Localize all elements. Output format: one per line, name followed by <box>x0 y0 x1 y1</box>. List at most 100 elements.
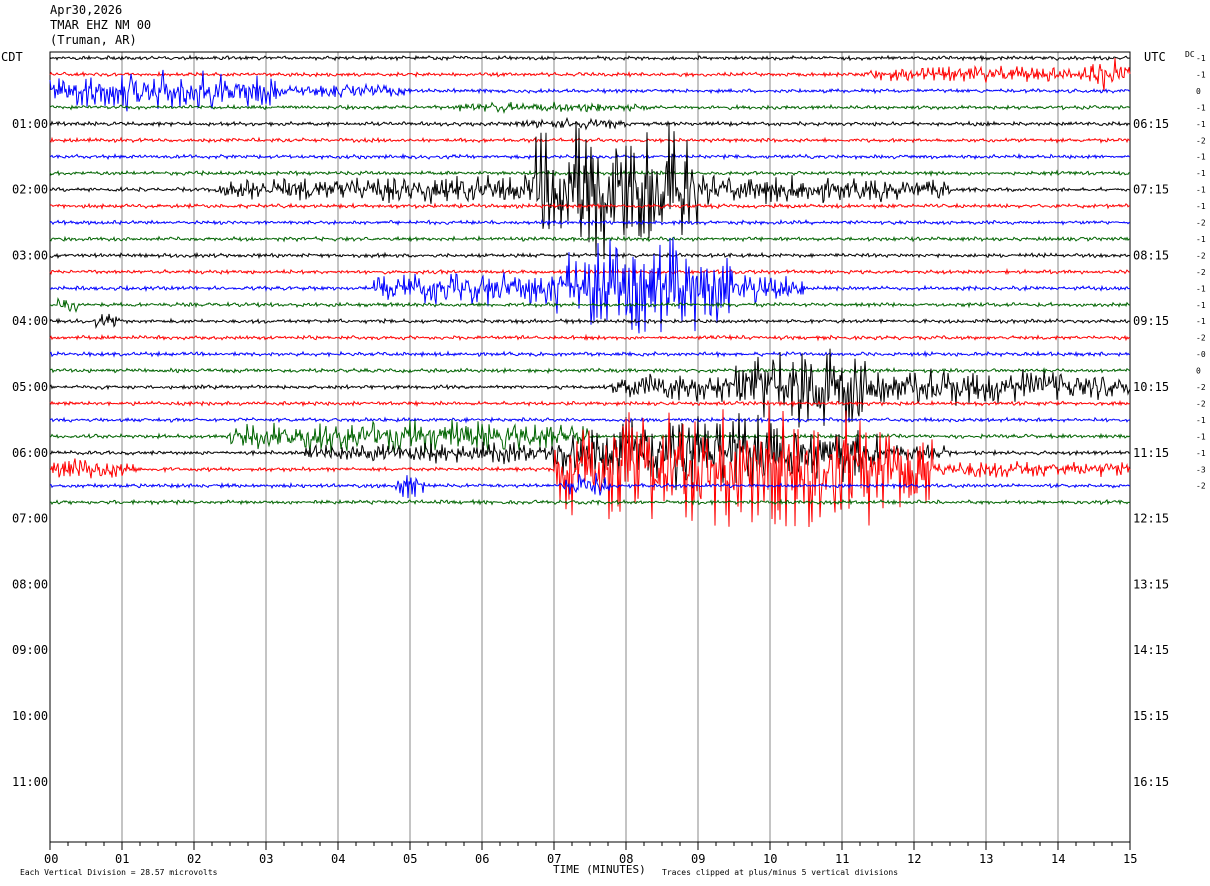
right-hour-label: 11:15 <box>1133 446 1169 460</box>
right-timezone-label: UTC <box>1144 50 1166 64</box>
dc-offset-label: -1 <box>1196 416 1206 425</box>
trace-row-18 <box>49 350 1131 359</box>
dc-offset-label: -1 <box>1196 169 1206 178</box>
footer-right-note: Traces clipped at plus/minus 5 vertical … <box>662 868 898 877</box>
dc-offset-label: -1 <box>1196 186 1206 195</box>
x-tick-label: 01 <box>115 852 129 866</box>
x-tick-label: 12 <box>907 852 921 866</box>
x-tick-label: 07 <box>547 852 561 866</box>
dc-offset-label: -2 <box>1196 219 1206 228</box>
x-tick-label: 09 <box>691 852 705 866</box>
footer-left-note: Each Vertical Division = 28.57 microvolt… <box>20 868 218 877</box>
dc-offset-label: -1 <box>1196 235 1206 244</box>
trace-row-10 <box>49 218 1131 227</box>
header-date: Apr30,2026 <box>50 3 123 17</box>
trace-row-3 <box>49 101 1131 114</box>
trace-row-22 <box>49 416 1131 424</box>
right-hour-label: 10:15 <box>1133 380 1169 394</box>
right-hour-label: 12:15 <box>1133 512 1169 526</box>
trace-row-8 <box>49 121 1131 260</box>
trace-row-17 <box>49 333 1131 342</box>
header-location: (Truman, AR) <box>50 33 137 47</box>
left-hour-label: 01:00 <box>12 117 48 131</box>
trace-row-13 <box>49 267 1131 276</box>
trace-row-14 <box>49 237 1131 334</box>
right-hour-label: 08:15 <box>1133 248 1169 262</box>
trace-row-25 <box>49 405 1131 528</box>
trace-row-11 <box>49 235 1131 243</box>
dc-offset-label: -3 <box>1196 465 1206 474</box>
left-hour-label: 06:00 <box>12 446 48 460</box>
x-tick-label: 14 <box>1051 852 1065 866</box>
trace-row-6 <box>49 152 1131 161</box>
dc-offset-label: -1 <box>1196 153 1206 162</box>
left-hour-label: 10:00 <box>12 709 48 723</box>
dc-offset-label: 0 <box>1196 367 1201 376</box>
x-tick-label: 10 <box>763 852 777 866</box>
dc-offset-label: -0 <box>1196 350 1206 359</box>
dc-offset-label: -2 <box>1196 383 1206 392</box>
dc-offset-label: -2 <box>1196 136 1206 145</box>
right-hour-label: 16:15 <box>1133 775 1169 789</box>
x-tick-label: 04 <box>331 852 345 866</box>
left-hour-label: 05:00 <box>12 380 48 394</box>
trace-row-5 <box>49 136 1131 144</box>
x-tick-label: 08 <box>619 852 633 866</box>
x-tick-label: 13 <box>979 852 993 866</box>
trace-row-0 <box>49 54 1131 62</box>
dc-offset-label: -1 <box>1196 202 1206 211</box>
x-axis-title: TIME (MINUTES) <box>553 863 646 876</box>
dc-offset-label: -2 <box>1196 334 1206 343</box>
dc-offset-label: -2 <box>1196 268 1206 277</box>
left-hour-label: 08:00 <box>12 577 48 591</box>
x-tick-label: 06 <box>475 852 489 866</box>
trace-row-21 <box>49 399 1131 408</box>
x-tick-label: 15 <box>1123 852 1137 866</box>
right-hour-label: 09:15 <box>1133 314 1169 328</box>
trace-row-19 <box>49 367 1131 375</box>
left-hour-label: 11:00 <box>12 775 48 789</box>
trace-row-26 <box>50 472 1131 499</box>
trace-row-16 <box>49 313 1131 330</box>
dc-offset-label: -1 <box>1196 103 1206 112</box>
axis-labels: 01:00 02:00 03:00 04:00 05:00 06:00 07:00 08:00… <box>12 54 1206 866</box>
trace-row-15 <box>49 297 1131 314</box>
dc-offset-label: -2 <box>1196 482 1206 491</box>
x-tick-label: 00 <box>44 852 58 866</box>
seismic-traces <box>49 54 1131 528</box>
left-hour-label: 07:00 <box>12 512 48 526</box>
left-hour-label: 02:00 <box>12 183 48 197</box>
trace-row-2 <box>49 69 1131 112</box>
dc-offset-label: -1 <box>1196 317 1206 326</box>
x-tick-label: 05 <box>403 852 417 866</box>
left-hour-label: 04:00 <box>12 314 48 328</box>
trace-row-1 <box>49 57 1131 91</box>
dc-offset-label: -1 <box>1196 432 1206 441</box>
left-timezone-label: CDT <box>1 50 23 64</box>
dc-offset-label: -1 <box>1196 284 1206 293</box>
right-hour-label: 06:15 <box>1133 117 1169 131</box>
plot-frame <box>49 51 1131 843</box>
left-hour-label: 03:00 <box>12 248 48 262</box>
trace-row-9 <box>49 202 1131 210</box>
dc-offset-label: -1 <box>1196 54 1206 63</box>
left-hour-label: 09:00 <box>12 643 48 657</box>
right-hour-label: 15:15 <box>1133 709 1169 723</box>
dc-offset-label: -1 <box>1196 301 1206 310</box>
x-tick-label: 02 <box>187 852 201 866</box>
trace-row-4 <box>49 116 1131 131</box>
dc-offset-label: -2 <box>1196 399 1206 408</box>
right-hour-label: 14:15 <box>1133 643 1169 657</box>
trace-row-12 <box>49 251 1131 260</box>
dc-offset-label: -2 <box>1196 251 1206 260</box>
trace-row-27 <box>49 498 1131 506</box>
dc-label: DC <box>1185 50 1195 59</box>
trace-row-20 <box>49 348 1131 428</box>
x-tick-label: 03 <box>259 852 273 866</box>
right-hour-label: 13:15 <box>1133 577 1169 591</box>
right-hour-label: 07:15 <box>1133 183 1169 197</box>
dc-offset-label: -1 <box>1196 70 1206 79</box>
x-tick-label: 11 <box>835 852 849 866</box>
dc-offset-label: -1 <box>1196 120 1206 129</box>
